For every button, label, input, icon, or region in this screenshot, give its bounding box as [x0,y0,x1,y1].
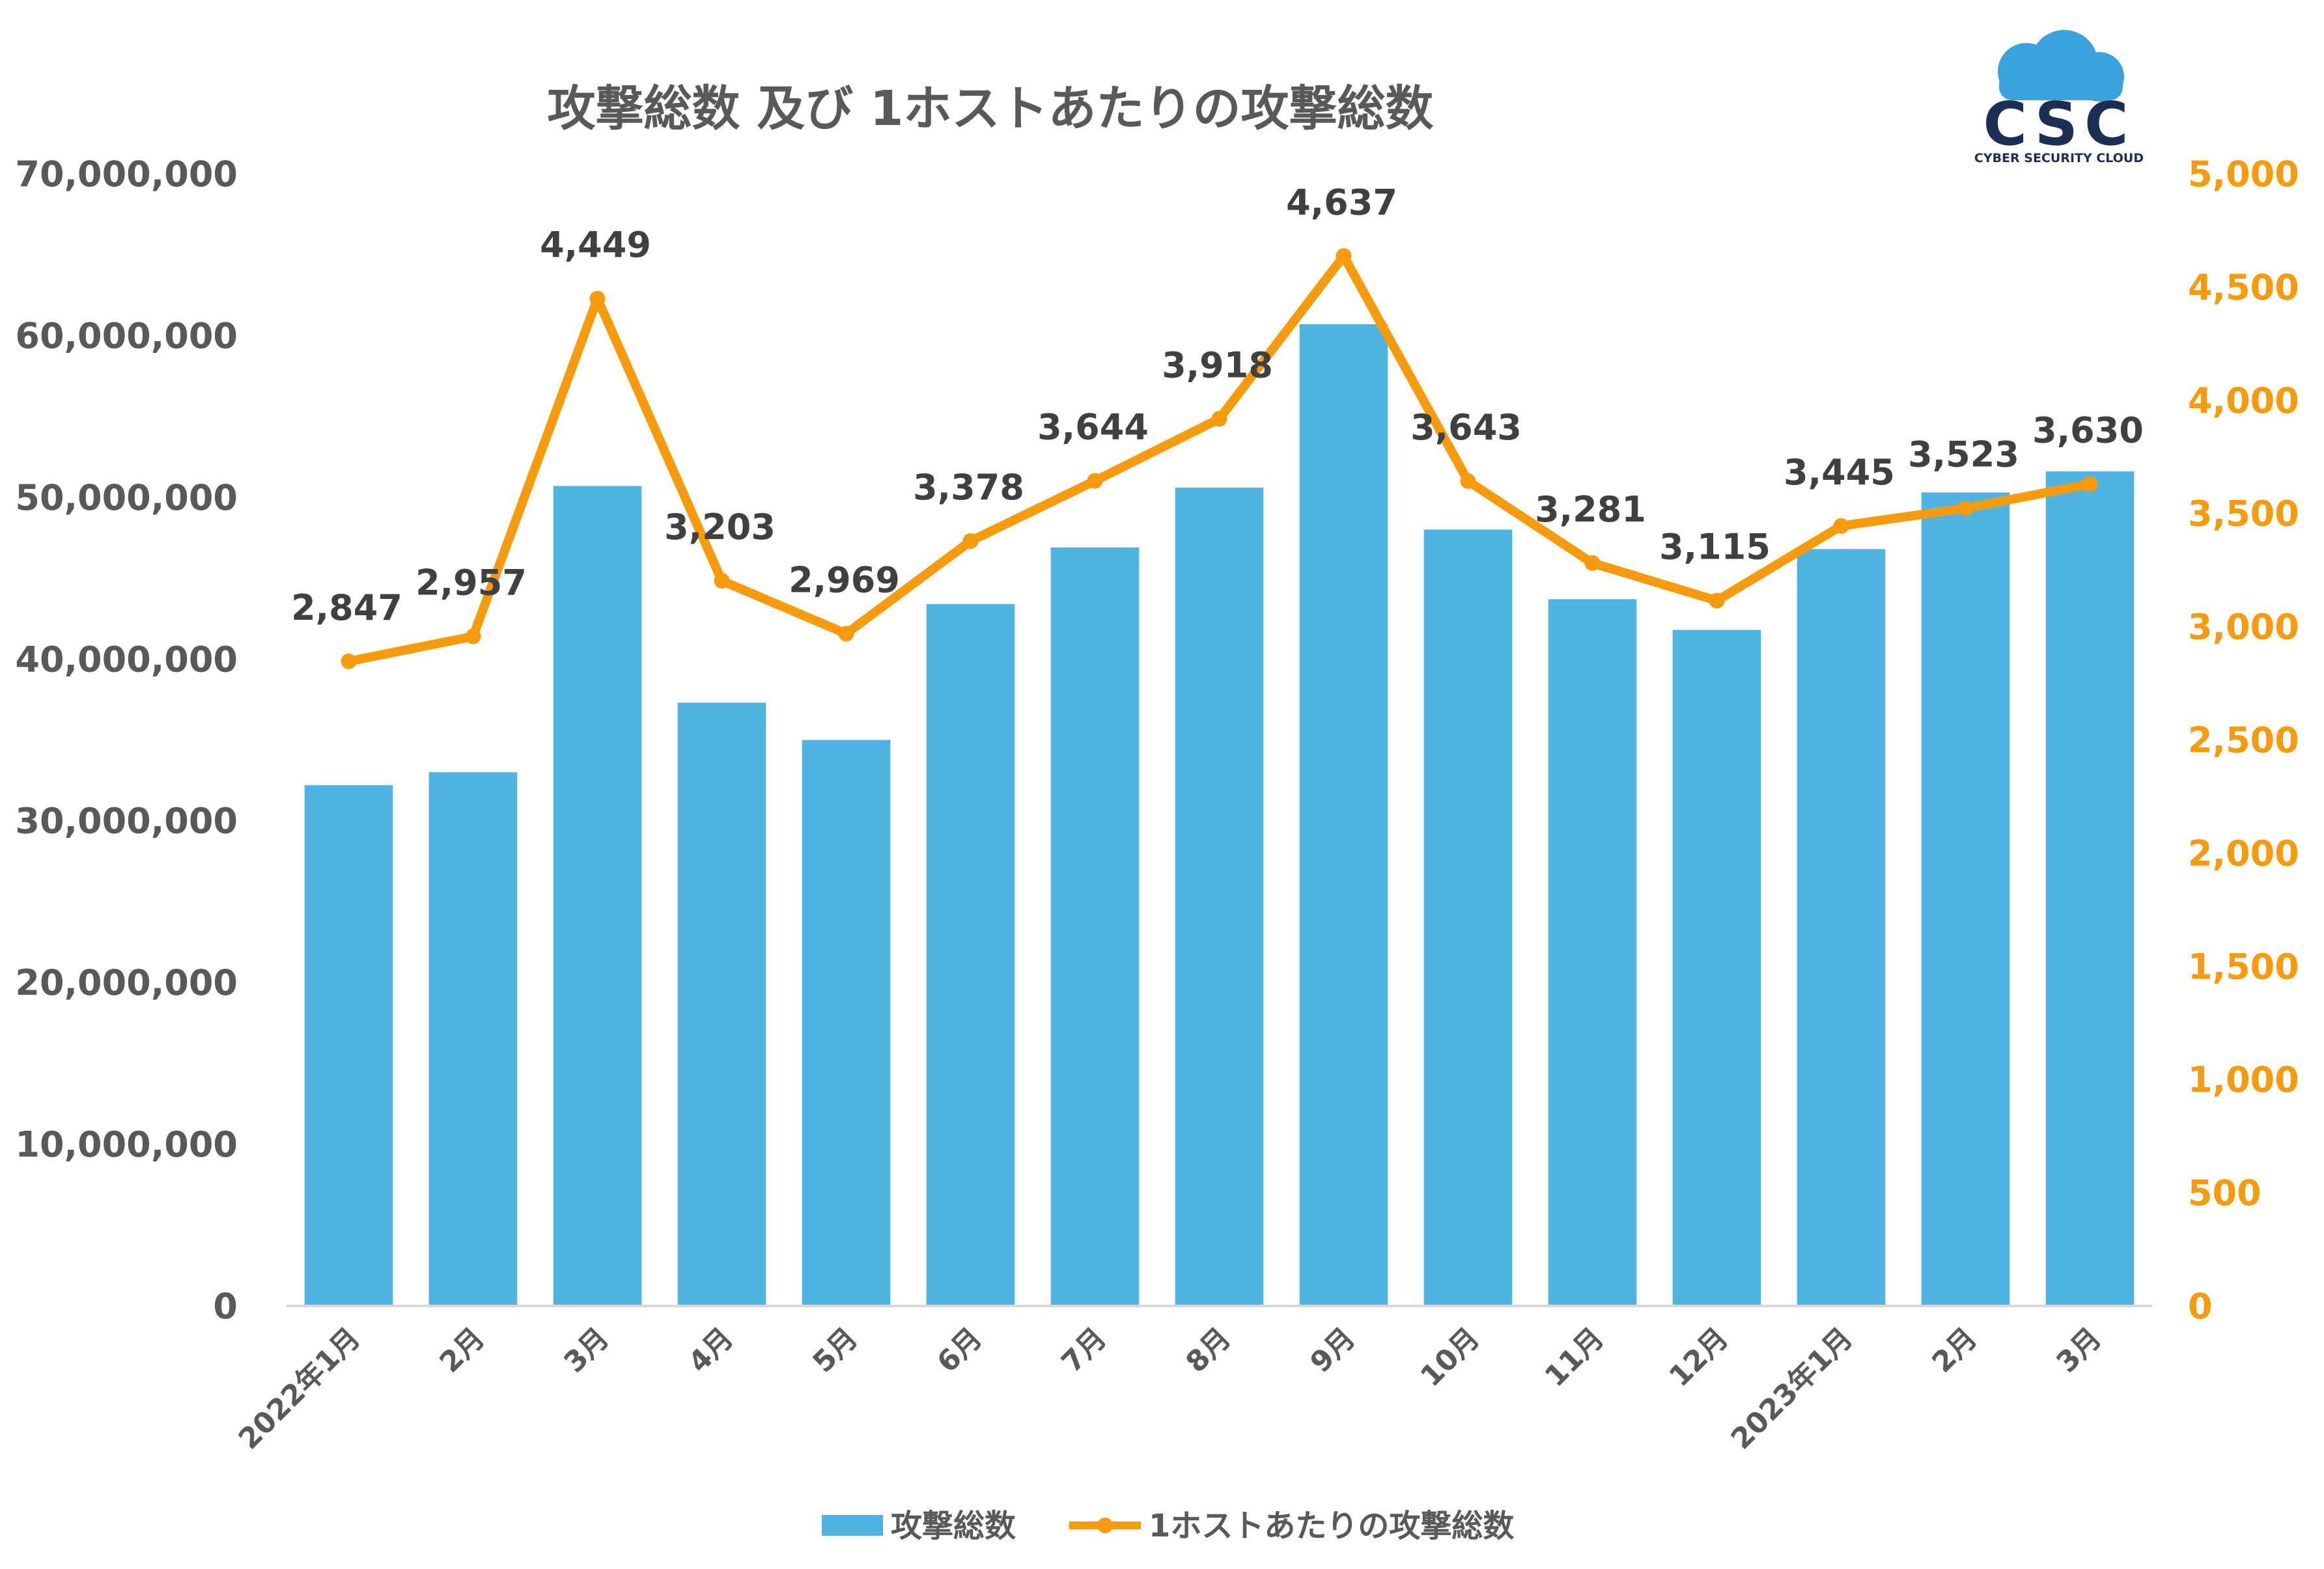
line-point [465,628,481,645]
logo-mark: CSC [1983,89,2135,159]
bar [802,740,891,1306]
y-right-tick-label: 1,500 [2188,946,2299,987]
x-tick-label: 9月 [1304,1322,1362,1380]
bar [677,702,766,1306]
line-point [714,572,730,589]
data-label: 3,523 [1908,434,2019,475]
data-label: 3,281 [1535,489,1646,530]
legend-label-line: 1ホストあたりの攻撃総数 [1149,1508,1514,1544]
left-axis: 0 10,000,000 20,000,000 30,000,000 40,000,00… [15,154,238,1327]
y-left-tick-label: 40,000,000 [15,639,238,680]
data-label: 2,847 [291,587,402,628]
x-tick-label: 6月 [931,1322,988,1380]
bar [1175,487,1264,1306]
x-tick-label: 11月 [1539,1322,1610,1393]
x-tick-label: 8月 [1179,1322,1237,1380]
line-point [1709,592,1725,609]
y-right-tick-label: 5,000 [2188,154,2299,195]
bar [2045,471,2135,1306]
x-tick-label: 2月 [1925,1322,1983,1380]
y-left-tick-label: 0 [213,1286,238,1327]
x-tick-label: 4月 [682,1322,740,1380]
y-left-tick-label: 10,000,000 [15,1124,238,1165]
data-label: 3,918 [1162,344,1273,385]
x-tick-label: 12月 [1663,1322,1735,1393]
logo: CSC CYBER SECURITY CLOUD [1974,30,2144,165]
line-point [1957,500,1974,516]
line-point [1336,248,1352,264]
data-label: 3,644 [1037,407,1149,448]
bar-series [304,324,2135,1307]
line-point [1460,473,1476,489]
line-point [838,626,854,642]
chart-title: 攻撃総数 及び 1ホストあたりの攻撃総数 [547,81,1433,137]
data-label: 3,203 [664,507,776,548]
cloud-icon [1998,30,2124,102]
legend-swatch-bar [822,1515,883,1536]
data-label: 3,115 [1659,527,1771,568]
bar [1423,529,1513,1306]
x-tick-label: 7月 [1055,1322,1113,1380]
bar [428,772,518,1306]
x-tick-label: 5月 [806,1322,864,1380]
legend-swatch-marker [1097,1518,1113,1533]
y-right-tick-label: 2,500 [2188,720,2299,761]
line-point [1833,518,1849,534]
line-point [2082,476,2098,492]
right-axis: 0 500 1,000 1,500 2,000 2,500 3,000 3,500 4,000 4… [2188,154,2299,1327]
y-right-tick-label: 3,500 [2188,493,2299,535]
y-left-tick-label: 20,000,000 [15,962,238,1003]
y-left-tick-label: 30,000,000 [15,801,238,842]
line-point [962,533,979,549]
x-tick-label: 2023年1月 [1725,1322,1860,1456]
bar [1050,547,1140,1306]
y-right-tick-label: 4,000 [2188,380,2299,421]
y-right-tick-label: 2,000 [2188,833,2299,874]
data-label: 3,445 [1784,452,1895,493]
line-point [341,653,357,669]
data-label: 3,643 [1410,407,1522,448]
data-label: 4,449 [540,225,651,266]
y-right-tick-label: 1,000 [2188,1059,2299,1100]
x-tick-label: 3月 [2050,1322,2108,1380]
y-right-tick-label: 4,500 [2188,267,2299,308]
logo-tagline: CYBER SECURITY CLOUD [1974,151,2144,165]
y-left-tick-label: 70,000,000 [15,154,238,195]
data-label: 2,969 [789,559,900,600]
x-tick-label: 2022年1月 [232,1322,367,1456]
data-label: 2,957 [415,562,527,604]
y-right-tick-label: 0 [2188,1286,2213,1327]
line-series: 2,847 2,957 4,449 3,203 2,969 3,378 3,644 3,918… [291,182,2144,669]
x-tick-label: 2月 [433,1322,491,1380]
bar [304,785,393,1306]
data-label: 3,378 [913,467,1024,508]
line-point [1087,473,1103,489]
line-point [1584,555,1601,571]
bar [1921,492,2010,1306]
y-left-tick-label: 60,000,000 [15,315,238,356]
legend-label-bar: 攻撃総数 [891,1508,1016,1544]
bar [1299,324,1388,1306]
bar [553,486,642,1306]
line-point [589,290,606,307]
legend: 攻撃総数 1ホストあたりの攻撃総数 [822,1508,1514,1544]
x-tick-label: 3月 [557,1322,615,1380]
y-right-tick-label: 500 [2188,1173,2261,1214]
y-left-tick-label: 50,000,000 [15,477,238,518]
y-right-tick-label: 3,000 [2188,607,2299,648]
bar [926,604,1015,1306]
x-tick-label: 10月 [1414,1322,1486,1393]
bar [1797,549,1886,1307]
data-label: 4,637 [1286,182,1397,223]
bar [1672,630,1761,1306]
bar [1548,599,1637,1306]
line-point [1211,411,1227,427]
data-label: 3,630 [2032,410,2144,451]
